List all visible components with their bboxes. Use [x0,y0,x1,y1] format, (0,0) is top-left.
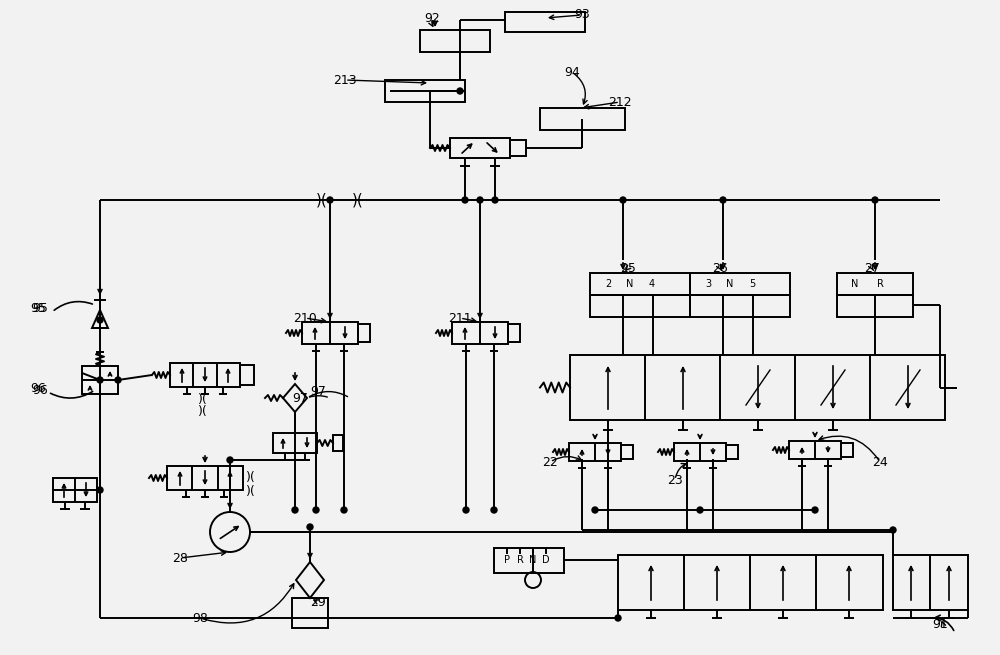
Text: )(: )( [198,392,208,405]
Text: 211: 211 [448,312,472,324]
Circle shape [313,507,319,513]
Text: 94: 94 [564,66,580,79]
Text: P: P [504,555,510,565]
Text: )(: )( [246,472,256,485]
Bar [570,355,945,420]
Bar [837,295,913,317]
Circle shape [720,197,726,203]
Text: 23: 23 [667,474,683,487]
Bar [302,322,358,344]
Text: D: D [542,555,550,565]
Bar [621,445,633,459]
Bar [508,324,520,342]
Bar [333,435,343,451]
Circle shape [872,197,878,203]
Circle shape [620,197,626,203]
Bar [590,273,690,295]
Bar [292,598,328,628]
Circle shape [615,615,621,621]
Text: R: R [517,555,523,565]
Text: 28: 28 [172,552,188,565]
Bar [841,443,853,457]
Text: 97: 97 [310,385,326,398]
Bar [789,441,841,459]
Bar [618,555,883,610]
Text: 210: 210 [293,312,317,324]
Circle shape [491,507,497,513]
Text: 27: 27 [864,261,880,274]
Text: )(: )( [198,405,208,417]
Bar [240,365,254,385]
Bar [726,445,738,459]
Text: 3: 3 [705,279,711,289]
Circle shape [307,524,313,530]
Bar [674,443,726,461]
Bar [494,548,564,573]
Bar [452,322,508,344]
Text: 96: 96 [32,383,48,396]
Circle shape [492,197,498,203]
Circle shape [890,527,896,533]
Bar [170,363,240,387]
Bar [505,12,585,32]
Text: 29: 29 [310,595,326,608]
Circle shape [97,487,103,493]
Circle shape [327,197,333,203]
Bar [837,273,913,295]
Text: R: R [877,279,883,289]
Circle shape [592,507,598,513]
Bar [569,443,621,461]
Bar [167,466,243,490]
Text: 22: 22 [542,455,558,468]
Text: N: N [626,279,634,289]
Text: 91: 91 [932,618,948,631]
Circle shape [477,197,483,203]
Bar [893,555,968,610]
Bar [273,433,317,453]
Text: 5: 5 [749,279,755,289]
Circle shape [97,317,103,323]
Bar [420,30,490,52]
Circle shape [812,507,818,513]
Text: 92: 92 [424,12,440,24]
Circle shape [697,507,703,513]
Text: 93: 93 [574,9,590,22]
Text: 25: 25 [620,261,636,274]
Bar [82,366,118,394]
Text: N: N [851,279,859,289]
Text: 95: 95 [30,301,46,314]
Text: 97: 97 [292,392,308,405]
Circle shape [97,377,103,383]
Text: 212: 212 [608,96,632,109]
Circle shape [292,507,298,513]
Bar [540,108,625,130]
Bar [385,80,465,102]
Circle shape [457,88,463,94]
Bar [510,140,526,156]
Text: N: N [726,279,734,289]
Text: 2: 2 [605,279,611,289]
Text: 24: 24 [872,455,888,468]
Bar [690,295,790,317]
Circle shape [341,507,347,513]
Text: 4: 4 [649,279,655,289]
Text: )(: )( [246,485,256,498]
Text: 26: 26 [712,261,728,274]
Circle shape [227,457,233,463]
Circle shape [463,507,469,513]
Text: 98: 98 [192,612,208,624]
Bar [53,478,97,502]
Text: )(: )( [352,193,364,208]
Text: )(: )( [316,193,328,208]
Circle shape [115,377,121,383]
Text: 213: 213 [333,73,357,86]
Text: 96: 96 [30,381,46,394]
Bar [590,295,690,317]
Bar [690,273,790,295]
Circle shape [462,197,468,203]
Bar [450,138,510,158]
Bar [358,324,370,342]
Text: 95: 95 [32,301,48,314]
Text: N: N [529,555,537,565]
